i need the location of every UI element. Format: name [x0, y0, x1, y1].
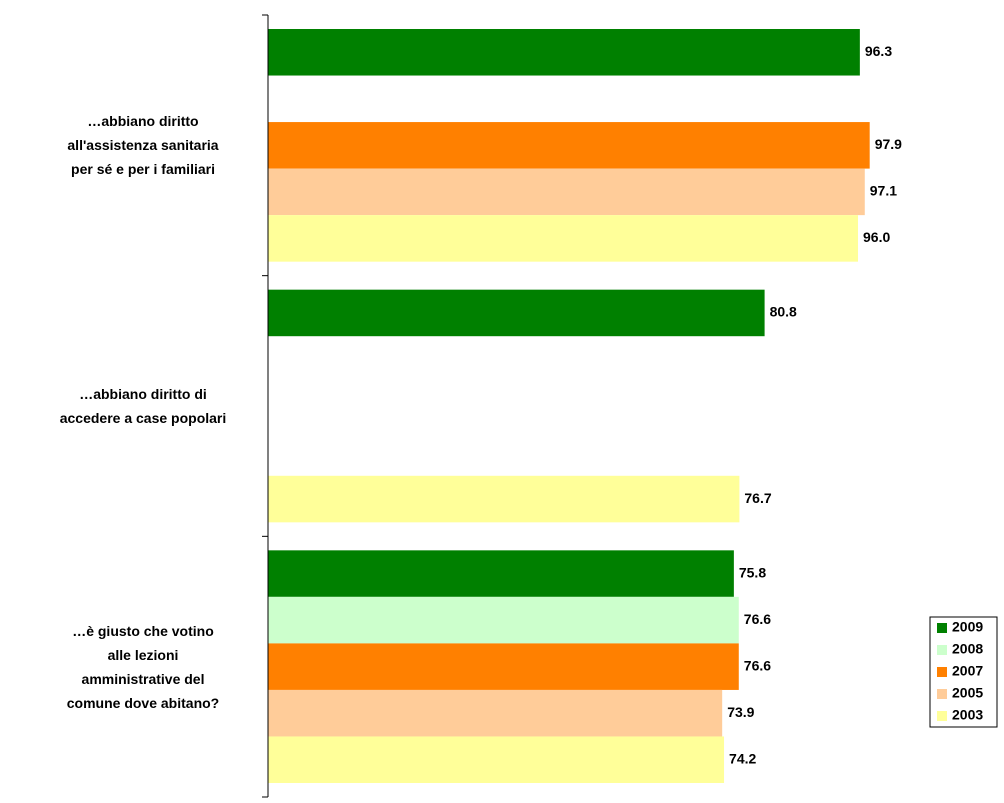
bar — [268, 643, 739, 690]
value-label: 96.3 — [865, 43, 892, 59]
legend-label: 2008 — [952, 641, 983, 657]
bar — [268, 596, 739, 644]
legend-swatch — [937, 667, 947, 677]
category-label: …abbiano diritto all'assistenza sanitari… — [67, 113, 219, 178]
value-label: 76.6 — [744, 657, 771, 673]
bar — [268, 550, 734, 597]
bar — [268, 689, 723, 737]
value-label: 80.8 — [770, 304, 797, 320]
bar — [268, 122, 870, 169]
bar — [268, 29, 860, 76]
value-label: 74.2 — [729, 750, 756, 766]
bar — [268, 168, 865, 216]
legend-swatch — [937, 623, 947, 633]
legend-swatch — [937, 711, 947, 721]
bar — [268, 289, 765, 337]
value-label: 75.8 — [739, 564, 766, 580]
value-label: 97.1 — [870, 183, 897, 199]
legend-swatch — [937, 689, 947, 699]
legend-swatch — [937, 645, 947, 655]
legend-label: 2007 — [952, 663, 983, 679]
value-label: 76.7 — [744, 490, 771, 506]
bar — [268, 475, 740, 523]
value-label: 76.6 — [744, 611, 771, 627]
value-label: 97.9 — [875, 136, 902, 152]
category-label: …è giusto che votino alle lezioni ammini… — [66, 622, 220, 711]
value-label: 96.0 — [863, 229, 890, 245]
legend-label: 2005 — [952, 685, 983, 701]
bar — [268, 215, 859, 262]
category-label: …abbiano diritto di accedere a case popo… — [59, 386, 227, 426]
legend-label: 2009 — [952, 619, 983, 635]
value-label: 73.9 — [727, 704, 754, 720]
legend-label: 2003 — [952, 707, 983, 723]
bar — [268, 736, 725, 783]
